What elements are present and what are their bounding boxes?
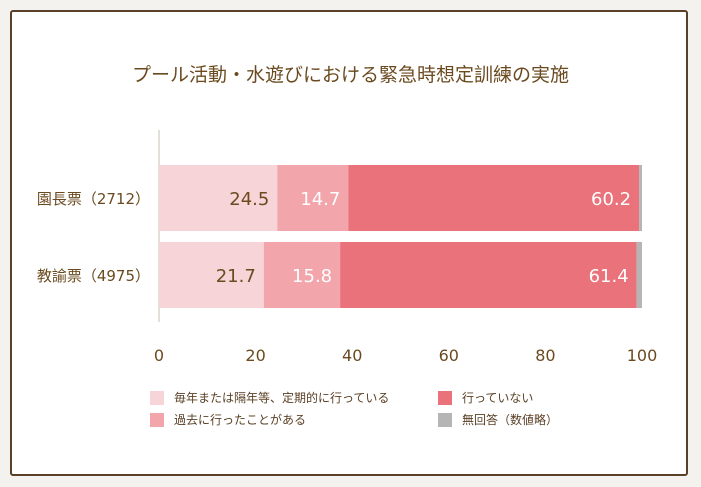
legend-item: 過去に行ったことがある — [150, 411, 306, 428]
legend-swatch — [150, 412, 164, 427]
legend-label: 過去に行ったことがある — [174, 413, 307, 427]
bar-segment — [636, 242, 642, 308]
x-tick-label: 20 — [245, 346, 265, 365]
x-tick-label: 60 — [439, 346, 459, 365]
legend-label: 行っていない — [462, 391, 534, 405]
legend-item: 無回答（数値略） — [438, 411, 558, 428]
bar-segment — [263, 242, 341, 308]
legend-label: 無回答（数値略） — [462, 413, 559, 427]
data-label: 24.5 — [229, 189, 269, 210]
bar-segment — [639, 165, 642, 231]
category-label: 園長票（2712） — [37, 190, 150, 208]
data-label: 60.2 — [591, 189, 631, 210]
bar-segment — [277, 165, 349, 231]
legend-item: 毎年または隔年等、定期的に行っている — [150, 389, 389, 406]
bar-segment — [159, 242, 264, 308]
data-label: 14.7 — [300, 189, 340, 210]
legend-label: 毎年または隔年等、定期的に行っている — [174, 391, 390, 405]
x-tick-label: 80 — [535, 346, 555, 365]
legend-swatch — [438, 412, 452, 427]
category-label: 教諭票（4975） — [37, 267, 150, 285]
x-tick-label: 100 — [627, 346, 658, 365]
legend-item: 行っていない — [438, 389, 533, 406]
chart-title: プール活動・水遊びにおける緊急時想定訓練の実施 — [131, 64, 569, 86]
x-tick-label: 40 — [342, 346, 362, 365]
legend-swatch — [438, 390, 452, 405]
data-label: 15.8 — [292, 266, 332, 287]
bar-segment — [340, 242, 637, 308]
data-label: 21.7 — [216, 266, 256, 287]
data-label: 61.4 — [589, 266, 629, 287]
x-tick-label: 0 — [154, 346, 164, 365]
bar-segment — [159, 165, 278, 231]
bar-segment — [348, 165, 640, 231]
legend-swatch — [150, 390, 164, 405]
